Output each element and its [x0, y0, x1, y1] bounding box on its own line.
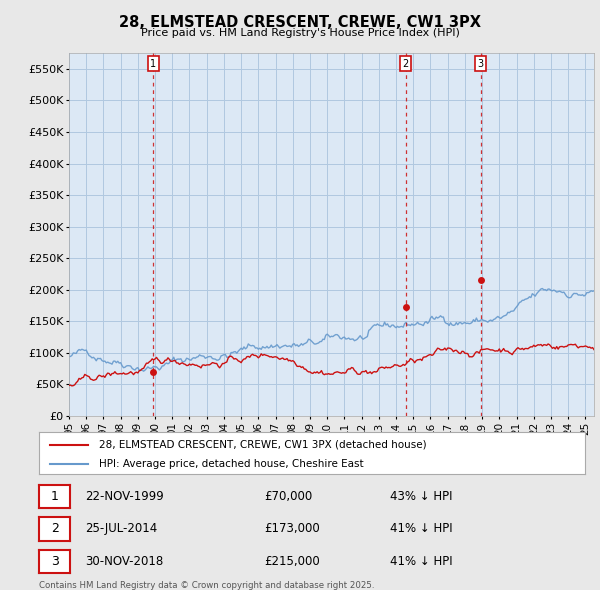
Text: £215,000: £215,000: [264, 555, 320, 568]
Text: 41% ↓ HPI: 41% ↓ HPI: [390, 522, 452, 536]
Text: 43% ↓ HPI: 43% ↓ HPI: [390, 490, 452, 503]
Text: £173,000: £173,000: [264, 522, 320, 536]
Text: Price paid vs. HM Land Registry's House Price Index (HPI): Price paid vs. HM Land Registry's House …: [140, 28, 460, 38]
Text: 28, ELMSTEAD CRESCENT, CREWE, CW1 3PX (detached house): 28, ELMSTEAD CRESCENT, CREWE, CW1 3PX (d…: [99, 440, 427, 450]
Text: 2: 2: [50, 522, 59, 536]
Text: 2: 2: [403, 58, 409, 68]
Text: 1: 1: [50, 490, 59, 503]
Text: 41% ↓ HPI: 41% ↓ HPI: [390, 555, 452, 568]
Text: 25-JUL-2014: 25-JUL-2014: [85, 522, 157, 536]
Text: Contains HM Land Registry data © Crown copyright and database right 2025.
This d: Contains HM Land Registry data © Crown c…: [39, 581, 374, 590]
Text: 28, ELMSTEAD CRESCENT, CREWE, CW1 3PX: 28, ELMSTEAD CRESCENT, CREWE, CW1 3PX: [119, 15, 481, 30]
Text: HPI: Average price, detached house, Cheshire East: HPI: Average price, detached house, Ches…: [99, 459, 364, 468]
Text: 22-NOV-1999: 22-NOV-1999: [85, 490, 164, 503]
Text: 1: 1: [150, 58, 156, 68]
Text: 3: 3: [50, 555, 59, 568]
Text: £70,000: £70,000: [264, 490, 312, 503]
Text: 30-NOV-2018: 30-NOV-2018: [85, 555, 163, 568]
Text: 3: 3: [478, 58, 484, 68]
